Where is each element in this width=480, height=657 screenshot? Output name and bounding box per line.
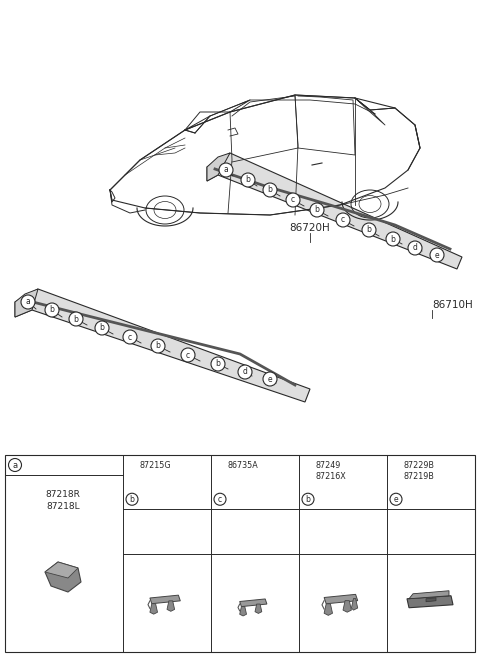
- Text: b: b: [367, 225, 372, 235]
- Circle shape: [9, 459, 22, 472]
- Polygon shape: [45, 562, 81, 592]
- Polygon shape: [324, 595, 358, 604]
- Circle shape: [123, 330, 137, 344]
- Polygon shape: [351, 599, 358, 610]
- Circle shape: [219, 163, 233, 177]
- Text: d: d: [413, 244, 418, 252]
- Polygon shape: [407, 596, 453, 608]
- Text: c: c: [128, 332, 132, 342]
- Text: c: c: [291, 196, 295, 204]
- Polygon shape: [167, 601, 175, 611]
- Text: b: b: [49, 306, 54, 315]
- Text: b: b: [267, 185, 273, 194]
- Circle shape: [310, 203, 324, 217]
- Circle shape: [302, 493, 314, 505]
- Text: d: d: [242, 367, 247, 376]
- Text: b: b: [156, 342, 160, 350]
- Text: 87229B
87219B: 87229B 87219B: [404, 461, 435, 481]
- Text: b: b: [314, 206, 319, 214]
- Polygon shape: [426, 598, 436, 602]
- Polygon shape: [240, 599, 267, 606]
- Polygon shape: [15, 289, 38, 317]
- Text: 86735A: 86735A: [228, 461, 259, 470]
- Polygon shape: [240, 606, 247, 616]
- Polygon shape: [343, 600, 351, 612]
- Circle shape: [238, 365, 252, 379]
- Polygon shape: [15, 289, 310, 402]
- Circle shape: [181, 348, 195, 362]
- Text: b: b: [391, 235, 396, 244]
- Circle shape: [390, 493, 402, 505]
- Text: a: a: [224, 166, 228, 175]
- Text: c: c: [218, 495, 222, 504]
- Text: b: b: [99, 323, 105, 332]
- Text: a: a: [12, 461, 18, 470]
- Circle shape: [263, 372, 277, 386]
- Text: b: b: [216, 359, 220, 369]
- Text: 86710H: 86710H: [432, 300, 473, 310]
- Circle shape: [211, 357, 225, 371]
- Circle shape: [430, 248, 444, 262]
- Text: c: c: [341, 215, 345, 225]
- Polygon shape: [150, 604, 157, 614]
- Text: b: b: [246, 175, 251, 185]
- Text: b: b: [130, 495, 134, 504]
- Polygon shape: [255, 604, 262, 614]
- Polygon shape: [45, 562, 78, 578]
- Circle shape: [336, 213, 350, 227]
- Polygon shape: [409, 591, 449, 599]
- Text: a: a: [25, 298, 30, 307]
- Polygon shape: [324, 604, 333, 616]
- Text: b: b: [73, 315, 78, 323]
- Circle shape: [286, 193, 300, 207]
- Circle shape: [45, 303, 59, 317]
- Polygon shape: [207, 153, 230, 181]
- Circle shape: [408, 241, 422, 255]
- Text: 87218R
87218L: 87218R 87218L: [46, 490, 81, 510]
- Circle shape: [386, 232, 400, 246]
- Circle shape: [95, 321, 109, 335]
- Text: b: b: [306, 495, 311, 504]
- Text: 86720H: 86720H: [289, 223, 330, 233]
- Circle shape: [151, 339, 165, 353]
- Circle shape: [362, 223, 376, 237]
- Text: c: c: [186, 350, 190, 359]
- Text: e: e: [394, 495, 398, 504]
- Circle shape: [126, 493, 138, 505]
- Circle shape: [21, 295, 35, 309]
- Polygon shape: [207, 153, 462, 269]
- Circle shape: [214, 493, 226, 505]
- Text: e: e: [435, 250, 439, 260]
- Circle shape: [69, 312, 83, 326]
- Circle shape: [241, 173, 255, 187]
- Text: e: e: [268, 374, 272, 384]
- Circle shape: [263, 183, 277, 197]
- Polygon shape: [150, 595, 180, 604]
- Text: 87249
87216X: 87249 87216X: [316, 461, 347, 481]
- Text: 87215G: 87215G: [140, 461, 172, 470]
